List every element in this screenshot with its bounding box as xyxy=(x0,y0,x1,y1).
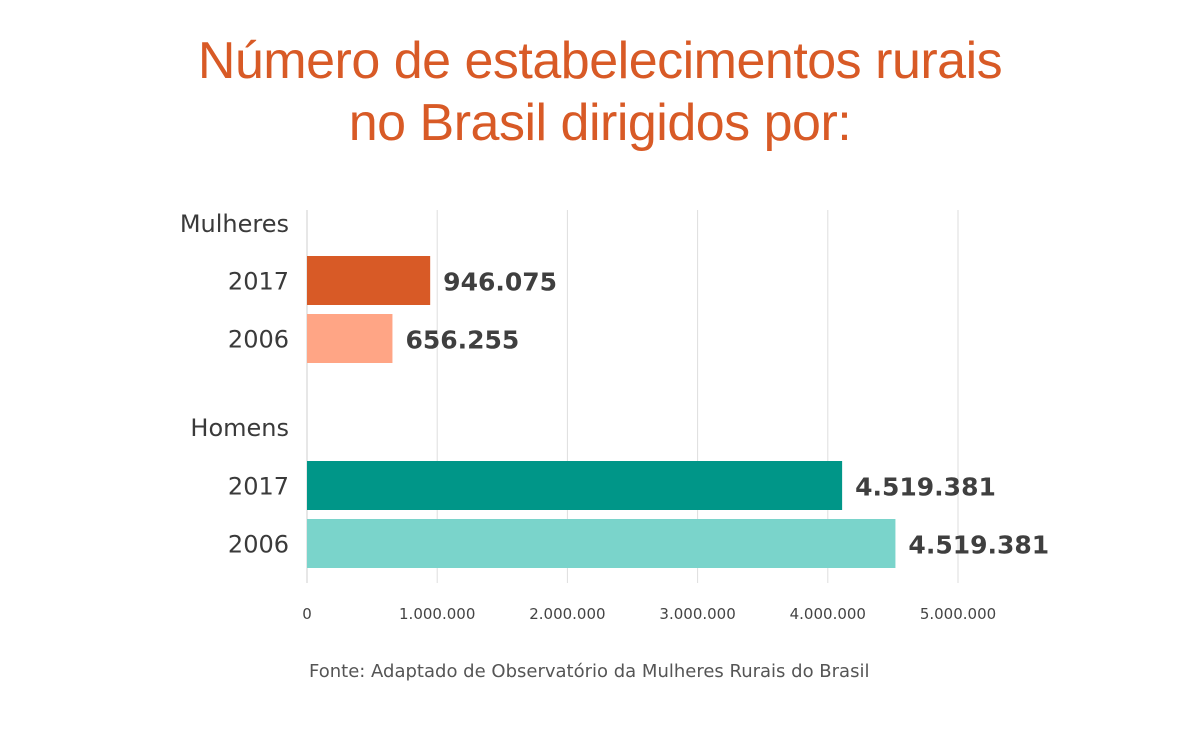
source-note: Fonte: Adaptado de Observatório da Mulhe… xyxy=(309,661,870,682)
data-label: 946.075 xyxy=(443,268,557,297)
chart-title: Número de estabelecimentos rurais no Bra… xyxy=(0,30,1200,154)
chart-title-line-2: no Brasil dirigidos por: xyxy=(348,94,852,152)
bar xyxy=(307,519,896,568)
chart-title-line-1: Número de estabelecimentos rurais xyxy=(197,32,1003,90)
x-tick-label: 0 xyxy=(302,605,312,623)
data-label: 656.255 xyxy=(405,326,519,355)
x-tick-label: 1.000.000 xyxy=(399,605,475,623)
category-label: 2006 xyxy=(228,531,289,559)
bar xyxy=(307,314,393,363)
category-label: 2006 xyxy=(228,326,289,354)
bar xyxy=(307,256,431,305)
category-label: 2017 xyxy=(228,473,289,501)
x-tick-label: 4.000.000 xyxy=(790,605,866,623)
x-tick-label: 5.000.000 xyxy=(920,605,996,623)
x-tick-label: 2.000.000 xyxy=(529,605,605,623)
group-label: Mulheres xyxy=(180,210,289,238)
category-label: 2017 xyxy=(228,268,289,296)
bar xyxy=(307,461,843,510)
data-label: 4.519.381 xyxy=(908,531,1049,560)
data-label: 4.519.381 xyxy=(855,473,996,502)
group-label: Homens xyxy=(190,414,289,442)
x-tick-label: 3.000.000 xyxy=(659,605,735,623)
